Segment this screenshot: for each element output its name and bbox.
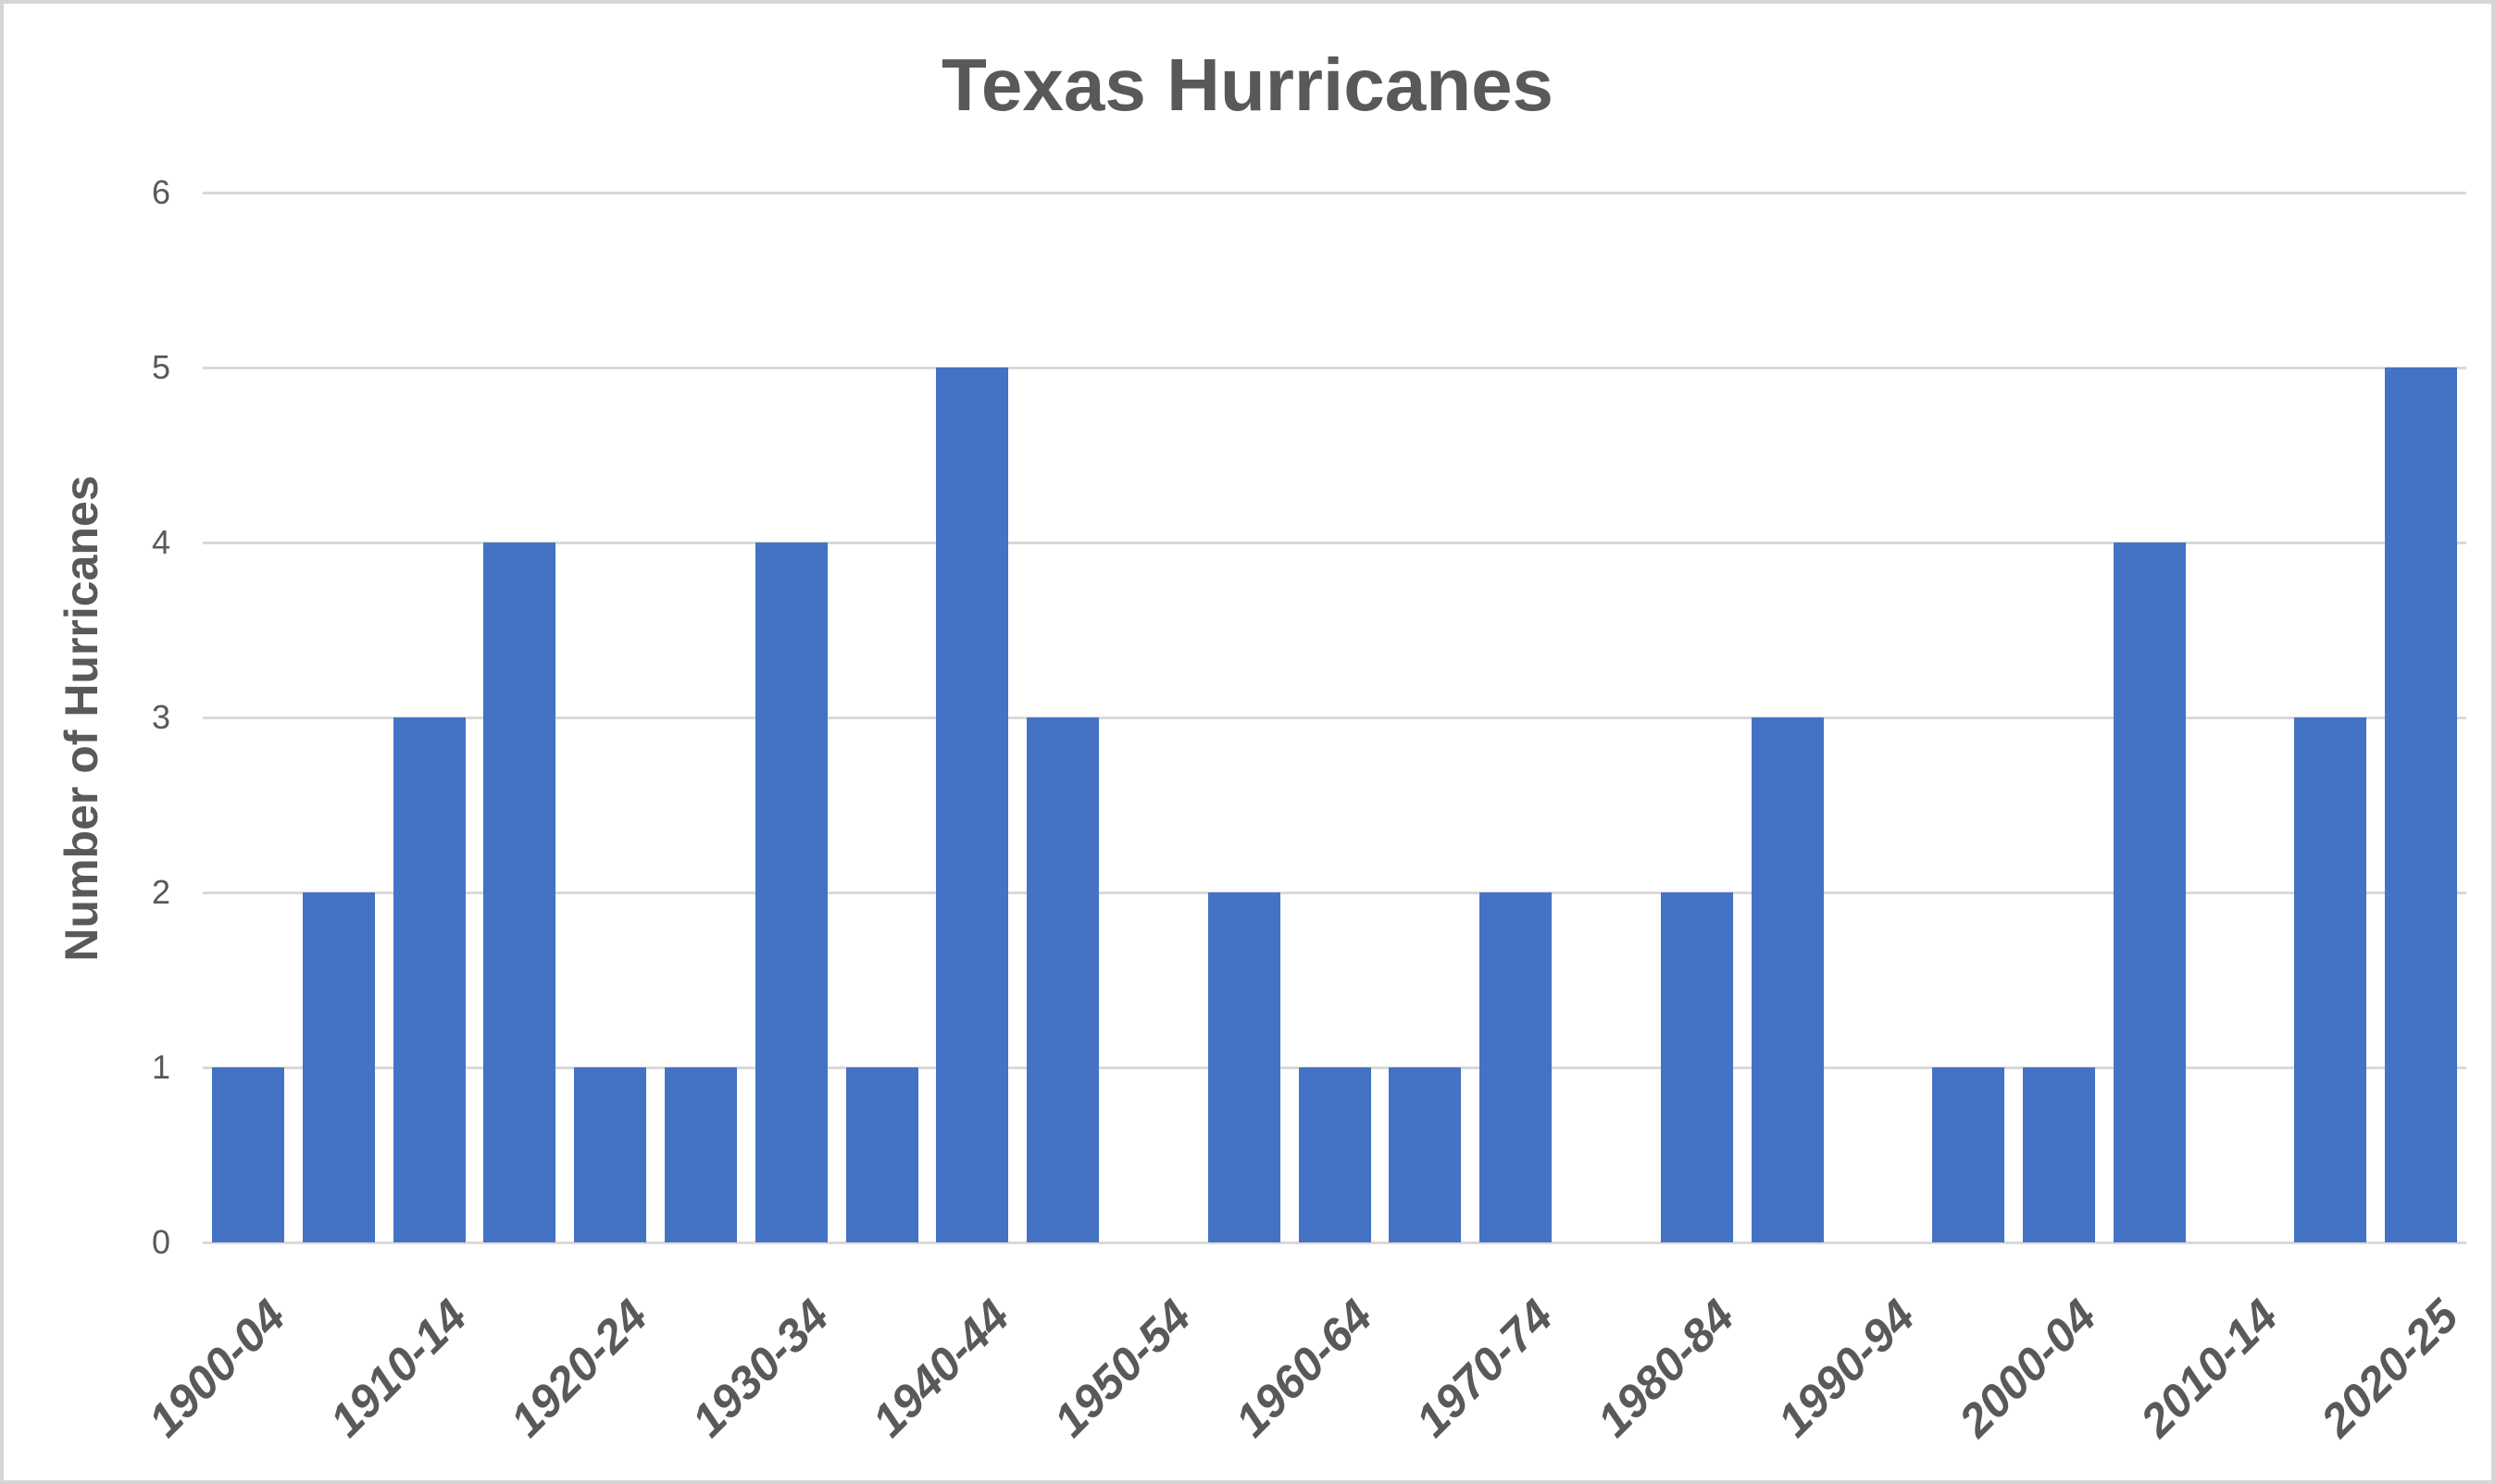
gridline: [203, 367, 2466, 369]
bar-2005-09: [2113, 542, 2186, 1242]
y-tick-label: 0: [151, 1223, 170, 1261]
gridline: [203, 892, 2466, 894]
bar-1965-69: [1389, 1067, 1462, 1242]
bar-1995-99: [1932, 1067, 2005, 1242]
bar-1930-34: [755, 542, 828, 1242]
bar-2000-04: [2022, 1067, 2095, 1242]
bar-1980-84: [1660, 892, 1733, 1242]
y-tick-label: 4: [151, 523, 170, 561]
x-axis-line: [203, 1241, 2466, 1244]
bar-1920-24: [574, 1067, 647, 1242]
bar-1945-49: [1027, 717, 1100, 1242]
bar-1905-09: [302, 892, 375, 1242]
y-tick-label: 1: [151, 1048, 170, 1086]
chart-title: Texas Hurricanes: [941, 44, 1554, 126]
x-tick-label: 1900-04: [138, 1290, 295, 1447]
bar-1960-64: [1298, 1067, 1371, 1242]
gridline: [203, 717, 2466, 719]
bar-1935-39: [845, 1067, 918, 1242]
bar-1900-04: [211, 1067, 284, 1242]
plot-area: [203, 192, 2466, 1244]
bar-1970-74: [1479, 892, 1553, 1242]
y-tick-label: 5: [151, 348, 170, 386]
bar-2020-25: [2385, 368, 2458, 1242]
bar-1985-89: [1751, 717, 1824, 1242]
bar-1955-59: [1207, 892, 1280, 1242]
bar-1915-19: [483, 542, 556, 1242]
gridline: [203, 192, 2466, 194]
y-tick-label: 6: [151, 173, 170, 211]
gridline: [203, 542, 2466, 544]
bar-1910-14: [393, 717, 466, 1242]
bar-1940-44: [936, 368, 1009, 1242]
bar-2015-19: [2294, 717, 2367, 1242]
bar-1925-29: [664, 1067, 737, 1242]
y-tick-label: 2: [151, 873, 170, 911]
y-tick-label: 3: [151, 698, 170, 736]
